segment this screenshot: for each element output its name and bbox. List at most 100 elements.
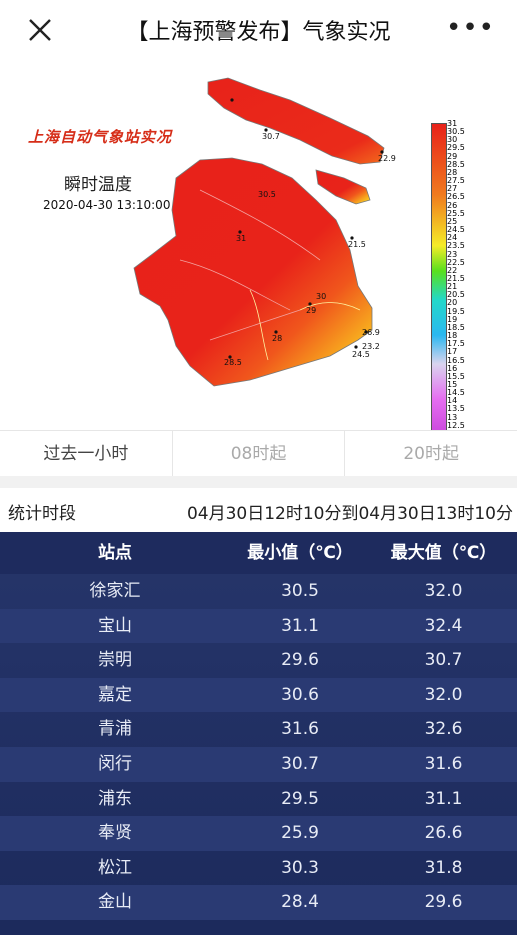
legend-label: 17.5	[447, 339, 465, 349]
legend-label: 26	[447, 200, 458, 210]
cell-station: 松江	[98, 857, 132, 878]
more-icon[interactable]: •••	[445, 13, 495, 43]
divider	[0, 476, 517, 488]
cell-min: 30.3	[281, 857, 319, 878]
stat-period: 统计时段 04月30日12时10分到04月30日13时10分	[0, 488, 517, 532]
cell-min: 30.5	[281, 581, 319, 601]
cell-max: 32.6	[424, 719, 463, 740]
cell-min: 31.1	[281, 615, 319, 636]
stat-period-label: 统计时段	[8, 504, 76, 524]
table-body: 徐家汇 30.5 32.0 宝山 31.1 32.4 崇明 29.6 30.7 嘉定 30.6 32.…	[0, 574, 517, 920]
legend-label: 16	[447, 363, 458, 373]
table-row: 青浦 31.6 32.6	[0, 712, 517, 747]
cell-max: 32.0	[424, 581, 463, 601]
legend-label: 28.5	[447, 159, 465, 169]
changxing-island	[315, 169, 371, 205]
cell-min: 30.6	[281, 684, 319, 705]
table-row: 闵行 30.7 31.6	[0, 746, 517, 782]
legend-label: 23	[447, 249, 458, 259]
station-value-label: 28.5	[224, 358, 242, 367]
legend-label: 18.5	[447, 322, 465, 332]
legend-label: 21	[447, 282, 458, 292]
cell-station: 浦东	[98, 788, 132, 809]
tab-from-08[interactable]: 08时起	[173, 431, 346, 477]
cell-station: 青浦	[98, 719, 132, 740]
station-value-label: 29	[306, 306, 317, 315]
cell-station: 嘉定	[98, 684, 132, 705]
cell-min: 28.4	[281, 892, 319, 913]
map-variable: 瞬时温度	[64, 175, 132, 195]
legend-label: 14.5	[447, 388, 465, 398]
cell-station: 奉贤	[98, 823, 132, 844]
chongming-island	[207, 77, 385, 165]
legend-label: 31	[447, 119, 458, 128]
legend-label: 30	[447, 135, 458, 145]
legend-label: 29	[447, 151, 458, 161]
legend-label: 19.5	[447, 306, 465, 316]
cell-station: 徐家汇	[89, 581, 141, 601]
tab-from-20[interactable]: 20时起	[403, 444, 459, 464]
legend-label: 25.5	[447, 208, 465, 218]
header-station: 站点	[98, 543, 132, 563]
header-max: 最大值（℃）	[390, 543, 497, 563]
cell-max: 31.1	[424, 788, 463, 809]
header-min: 最小值（℃）	[247, 543, 353, 563]
legend-label: 27	[447, 184, 458, 194]
table-row: 浦东 29.5 31.1	[0, 782, 517, 817]
legend-label: 26.5	[447, 192, 465, 202]
close-icon[interactable]	[24, 14, 56, 46]
cell-station: 崇明	[98, 650, 132, 671]
station-value-label: 26.9	[362, 328, 380, 337]
table-row: 奉贤 25.9 26.6	[0, 816, 517, 851]
legend-label: 28	[447, 167, 458, 177]
legend-label: 29.5	[447, 143, 465, 153]
legend-label: 13.5	[447, 404, 465, 414]
top-bar: 【上海预警发布】气象实况 •••	[0, 0, 517, 61]
legend-label: 17	[447, 347, 458, 357]
legend-label: 18	[447, 331, 458, 341]
station-value-label: 21.5	[348, 240, 366, 249]
legend-label: 20	[447, 298, 458, 308]
legend-label: 19	[447, 314, 458, 324]
legend-labels: 31 30.5 30 29.5 29 28.5 28 27.5 27 26.5 26 25.5 25 24…	[447, 119, 469, 494]
legend-label: 15	[447, 380, 458, 389]
cell-max: 30.7	[424, 650, 463, 671]
table-row: 崇明 29.6 30.7	[0, 643, 517, 678]
mainland	[133, 157, 373, 387]
station-value-label: 30.5	[258, 190, 276, 199]
station-value-label: 30	[316, 292, 327, 301]
legend-label: 22	[447, 265, 458, 275]
cell-min: 29.5	[281, 788, 319, 809]
page-title: 【上海预警发布】气象实况	[126, 20, 391, 45]
cell-min: 31.6	[281, 719, 319, 740]
cell-min: 29.6	[281, 650, 319, 671]
station-value-label: 31	[236, 234, 247, 243]
legend-label: 13	[447, 412, 458, 422]
legend-label: 22.5	[447, 257, 465, 267]
station-value-label: 28	[272, 334, 283, 343]
legend-label: 20.5	[447, 290, 465, 300]
legend-label: 24	[447, 233, 458, 243]
temperature-map: 上海自动气象站实况 瞬时温度 2020-04-30 13:10:00 22.9 2…	[0, 60, 517, 495]
station-value-label: 23.2	[362, 342, 380, 351]
cell-max: 26.6	[424, 823, 463, 844]
table-row: 徐家汇 30.5 32.0	[0, 574, 517, 609]
station-value-label: 30.7	[262, 132, 280, 141]
stat-period-range: 04月30日12时10分到04月30日13时10分	[186, 504, 513, 524]
legend-colorbar	[431, 123, 447, 445]
legend-label: 21.5	[447, 273, 465, 283]
legend-label: 24.5	[447, 225, 465, 235]
cell-max: 31.6	[424, 753, 463, 774]
cell-max: 32.0	[424, 684, 463, 705]
tab-past-hour[interactable]: 过去一小时	[0, 431, 173, 477]
station-table: 站点 最小值（℃） 最大值（℃） 徐家汇 30.5 32.0 宝山 31.1 32.4 崇明…	[0, 532, 517, 935]
legend-label: 15.5	[447, 371, 465, 381]
cell-min: 30.7	[281, 753, 319, 774]
cell-station: 宝山	[98, 615, 132, 636]
time-tabs: 过去一小时 08时起 20时起	[0, 430, 517, 478]
cell-min: 25.9	[281, 823, 319, 844]
legend-label: 23.5	[447, 241, 465, 251]
legend-label: 25	[447, 216, 458, 226]
legend-label: 16.5	[447, 355, 465, 365]
cell-station: 金山	[98, 892, 132, 913]
